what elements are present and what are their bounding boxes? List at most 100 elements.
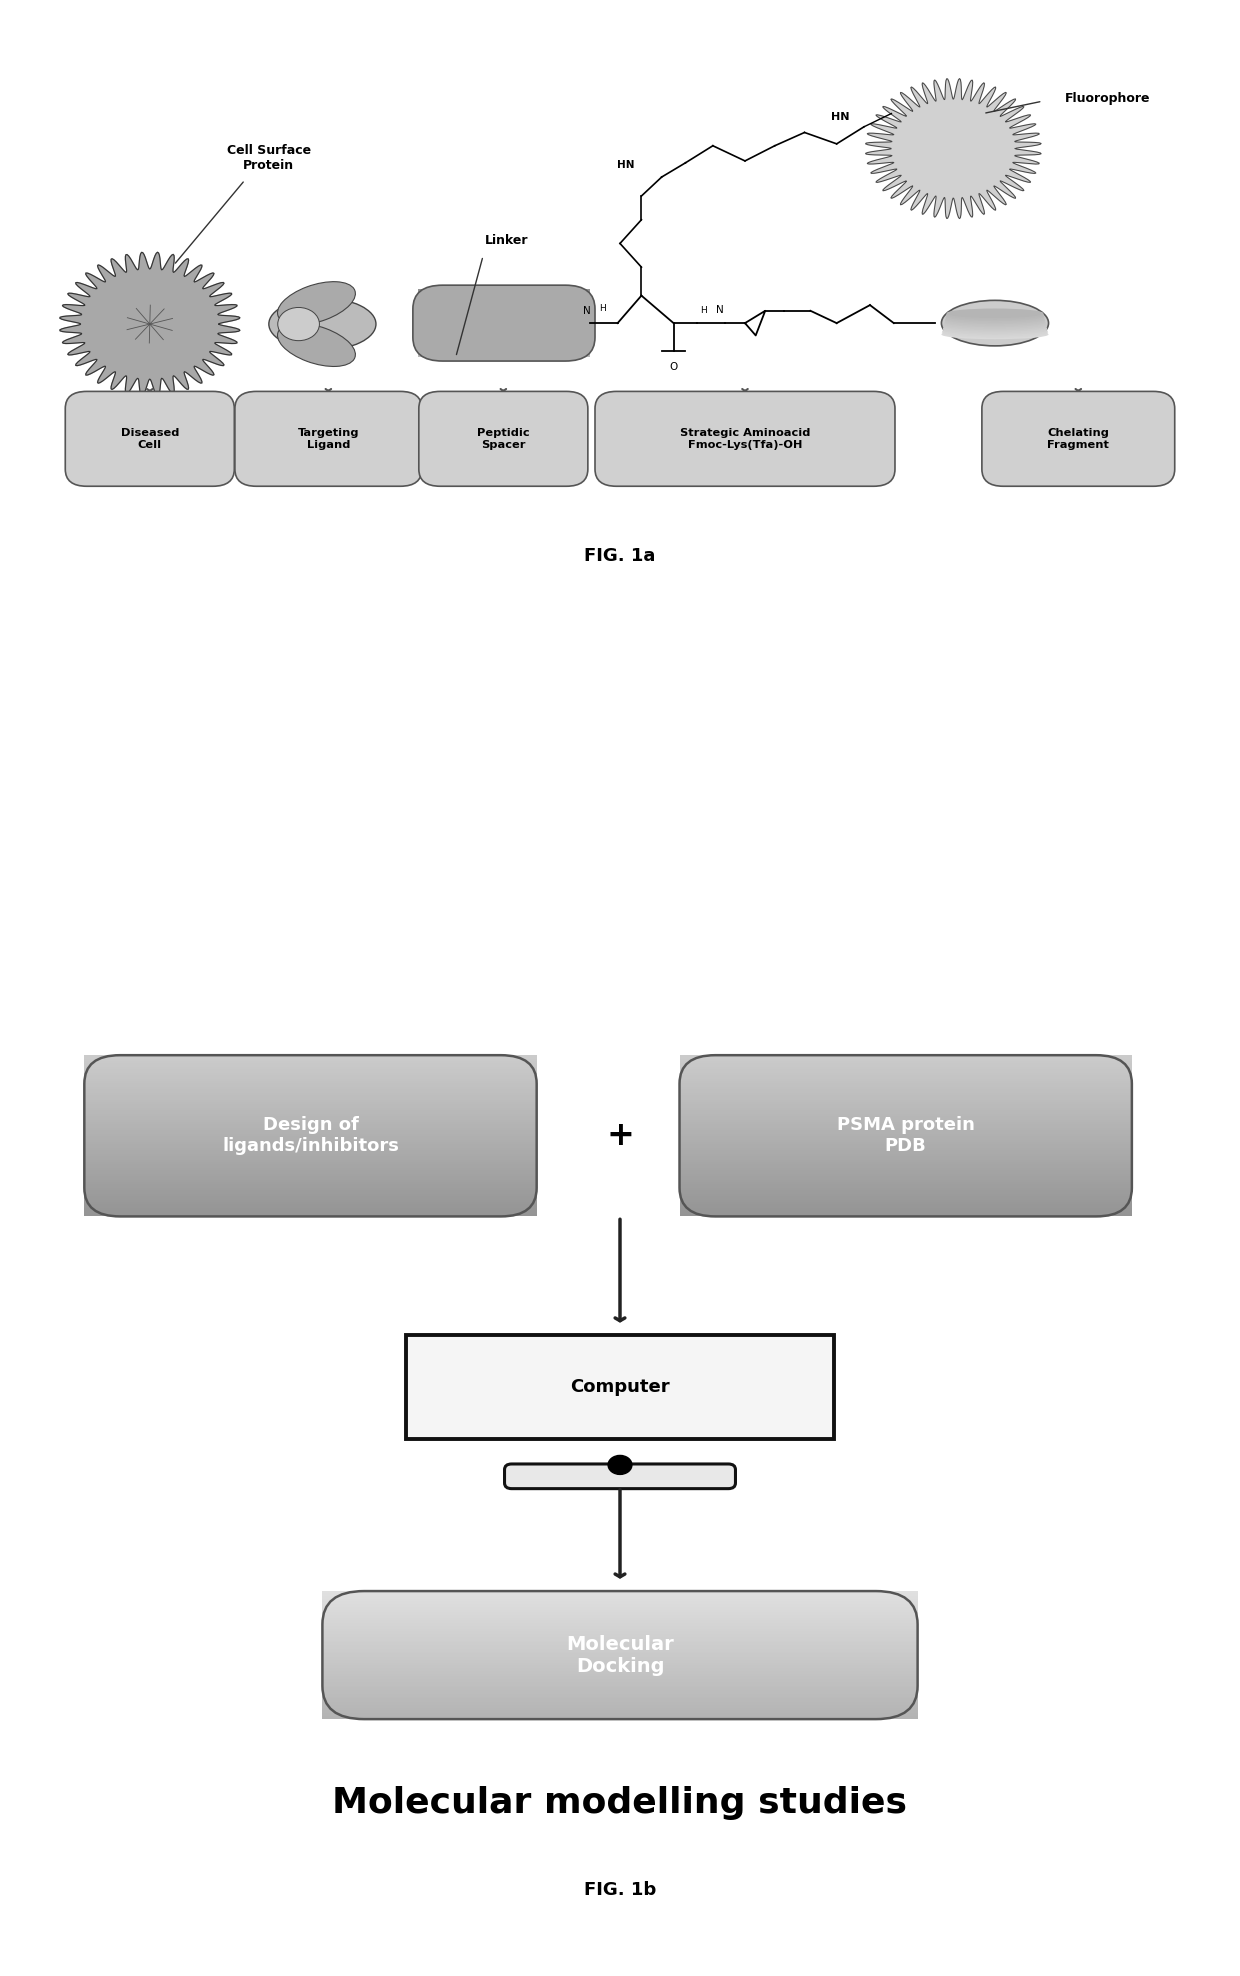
Ellipse shape (942, 326, 1048, 334)
FancyBboxPatch shape (418, 312, 590, 316)
Polygon shape (60, 253, 239, 395)
Bar (680, 1095, 1132, 1097)
FancyBboxPatch shape (418, 354, 590, 358)
Bar (680, 1190, 1132, 1192)
FancyBboxPatch shape (418, 340, 590, 344)
Text: FIG. 1b: FIG. 1b (584, 1881, 656, 1899)
Bar (84, 1116, 537, 1118)
Ellipse shape (941, 300, 1049, 346)
FancyBboxPatch shape (418, 336, 590, 340)
Ellipse shape (945, 316, 1045, 326)
Bar (680, 1114, 1132, 1116)
Bar (680, 1203, 1132, 1205)
Bar (84, 1178, 537, 1180)
Bar (680, 1144, 1132, 1146)
Bar (84, 1152, 537, 1154)
FancyBboxPatch shape (418, 350, 590, 354)
Text: HN: HN (831, 113, 849, 123)
Text: N: N (583, 306, 590, 316)
Bar (84, 1063, 537, 1065)
Text: Design of
ligands/inhibitors: Design of ligands/inhibitors (222, 1116, 399, 1156)
Bar (84, 1083, 537, 1085)
Bar (680, 1148, 1132, 1150)
Circle shape (608, 1456, 632, 1474)
Ellipse shape (944, 320, 1047, 328)
FancyBboxPatch shape (418, 288, 590, 292)
Bar (84, 1067, 537, 1069)
FancyBboxPatch shape (418, 320, 590, 324)
Bar (680, 1197, 1132, 1199)
Bar (84, 1073, 537, 1075)
Bar (84, 1112, 537, 1114)
Bar (84, 1069, 537, 1071)
Bar (84, 1118, 537, 1120)
Bar (84, 1160, 537, 1162)
Bar (680, 1055, 1132, 1057)
Bar (680, 1160, 1132, 1162)
Ellipse shape (278, 324, 356, 366)
Bar (405, 1336, 835, 1439)
Bar (84, 1182, 537, 1184)
Ellipse shape (942, 326, 1048, 336)
Bar (84, 1085, 537, 1087)
Bar (84, 1142, 537, 1144)
FancyBboxPatch shape (418, 348, 590, 350)
Bar (84, 1057, 537, 1059)
Bar (680, 1186, 1132, 1188)
Ellipse shape (278, 308, 320, 340)
Bar (680, 1083, 1132, 1085)
Text: PSMA protein
PDB: PSMA protein PDB (837, 1116, 975, 1156)
Text: N: N (717, 304, 724, 314)
Bar (680, 1130, 1132, 1132)
Bar (680, 1142, 1132, 1144)
Bar (680, 1069, 1132, 1071)
Bar (84, 1095, 537, 1097)
Bar (84, 1195, 537, 1197)
FancyBboxPatch shape (419, 391, 588, 486)
Bar (84, 1213, 537, 1215)
Bar (680, 1107, 1132, 1109)
Text: H: H (699, 306, 707, 314)
Bar (680, 1063, 1132, 1065)
Bar (680, 1213, 1132, 1215)
Ellipse shape (946, 312, 1044, 320)
Bar (680, 1071, 1132, 1073)
Bar (84, 1081, 537, 1083)
Text: Fluorophore: Fluorophore (1065, 91, 1151, 105)
Bar (680, 1166, 1132, 1168)
Bar (680, 1093, 1132, 1095)
Bar (84, 1158, 537, 1160)
Bar (84, 1065, 537, 1067)
Bar (84, 1203, 537, 1205)
Bar (680, 1150, 1132, 1152)
Bar (84, 1126, 537, 1128)
Bar (84, 1180, 537, 1182)
FancyBboxPatch shape (234, 391, 422, 486)
FancyBboxPatch shape (418, 292, 590, 296)
Bar (680, 1128, 1132, 1130)
Text: Cell Surface
Protein: Cell Surface Protein (227, 144, 311, 172)
Bar (680, 1209, 1132, 1211)
Bar (680, 1154, 1132, 1156)
FancyBboxPatch shape (418, 298, 590, 302)
Bar (680, 1097, 1132, 1099)
Bar (680, 1059, 1132, 1061)
Polygon shape (866, 79, 1042, 219)
Bar (84, 1197, 537, 1199)
Ellipse shape (945, 314, 1045, 324)
Bar (84, 1099, 537, 1101)
FancyBboxPatch shape (418, 316, 590, 320)
Bar (84, 1061, 537, 1063)
FancyBboxPatch shape (505, 1464, 735, 1488)
Bar (84, 1109, 537, 1111)
Bar (84, 1205, 537, 1209)
Bar (680, 1201, 1132, 1203)
Bar (84, 1211, 537, 1213)
Text: Chelating
Fragment: Chelating Fragment (1048, 429, 1110, 451)
Ellipse shape (941, 328, 1048, 338)
Bar (84, 1146, 537, 1148)
Bar (680, 1116, 1132, 1118)
Bar (84, 1156, 537, 1158)
Ellipse shape (946, 310, 1044, 320)
Text: +: + (606, 1118, 634, 1152)
